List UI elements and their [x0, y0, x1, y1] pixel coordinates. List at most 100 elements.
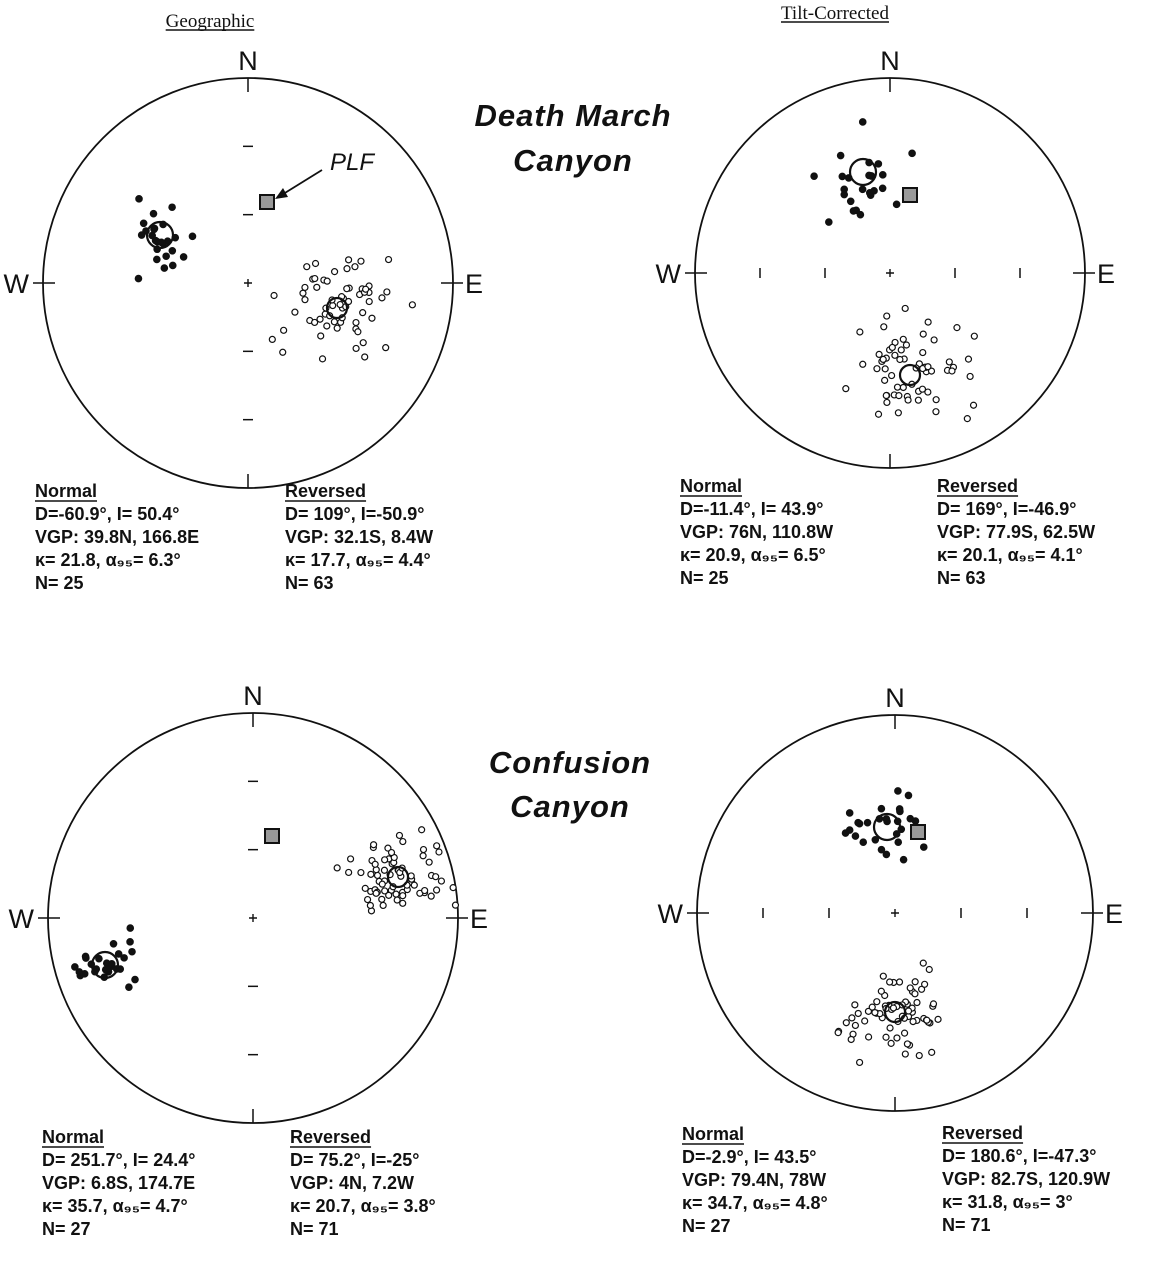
reversed-direction [399, 899, 407, 907]
stats-line: N= 71 [942, 1215, 991, 1235]
reversed-direction [378, 895, 386, 903]
stats-line: VGP: 32.1S, 8.4W [285, 527, 433, 547]
reversed-direction [864, 1033, 873, 1041]
normal-direction [148, 231, 157, 240]
reversed-direction [432, 873, 440, 881]
reversed-direction [932, 408, 940, 416]
reversed-direction [906, 984, 914, 992]
reversed-direction [373, 871, 382, 880]
reversed-direction [385, 891, 393, 899]
normal-direction [878, 171, 887, 179]
direction-label: N [880, 46, 900, 76]
reversed-direction [333, 864, 341, 872]
direction-label: E [470, 904, 488, 934]
stats-line: VGP: 39.8N, 166.8E [35, 527, 199, 547]
normal-direction [908, 149, 916, 158]
normal-direction [139, 219, 148, 228]
normal-direction [109, 939, 118, 948]
stats-heading: Reversed [942, 1123, 1023, 1143]
reversed-direction [914, 396, 922, 404]
normal-direction [851, 832, 860, 840]
reversed-direction [316, 315, 324, 323]
reversed-direction [449, 884, 457, 892]
reversed-direction [330, 318, 339, 326]
site-name: Canyon [510, 789, 630, 824]
stats-heading: Normal [680, 476, 742, 496]
column-header: Geographic [166, 11, 255, 32]
reversed-direction [378, 880, 386, 888]
direction-label: E [1105, 899, 1123, 929]
reversed-direction [904, 1007, 913, 1015]
stats-line: VGP: 76N, 110.8W [680, 522, 833, 542]
normal-direction [120, 954, 128, 962]
direction-label: E [1097, 259, 1115, 289]
reversed-direction [366, 901, 374, 910]
stats-line: N= 71 [290, 1219, 339, 1239]
reversed-direction [924, 363, 932, 371]
reversed-direction [381, 856, 389, 864]
normal-direction [870, 187, 878, 195]
normal-direction [856, 210, 865, 219]
normal-direction [134, 274, 143, 283]
reversed-direction [433, 842, 441, 850]
reversed-direction [352, 318, 360, 327]
stats-line: κ= 17.7, α₉₅= 4.4° [285, 550, 431, 570]
reversed-direction [893, 383, 902, 391]
reversed-direction [948, 367, 956, 375]
reversed-direction [894, 409, 902, 417]
reversed-direction [964, 355, 973, 363]
stats-line: κ= 20.7, α₉₅= 3.8° [290, 1196, 436, 1216]
reversed-direction [900, 1029, 909, 1037]
reversed-direction [895, 978, 904, 986]
reversed-direction [963, 415, 971, 423]
direction-label: N [885, 683, 905, 713]
stats-line: κ= 21.8, α₉₅= 6.3° [35, 550, 181, 570]
reversed-direction [887, 1039, 895, 1047]
reversed-direction [311, 274, 319, 283]
reversed-direction [270, 291, 278, 300]
reversed-direction [343, 265, 351, 273]
mean-confidence [872, 812, 902, 842]
reversed-direction [834, 1029, 842, 1037]
reversed-direction [381, 887, 389, 895]
reversed-direction [313, 283, 321, 291]
stats-line: D=-2.9°, I= 43.5° [682, 1147, 816, 1167]
stats-line: D= 169°, I=-46.9° [937, 499, 1076, 519]
normal-direction [858, 118, 867, 126]
reversed-direction [953, 324, 961, 332]
reversed-direction [918, 385, 927, 393]
annotation: PLF [330, 149, 375, 176]
reversed-direction [925, 965, 933, 974]
stats-line: κ= 34.7, α₉₅= 4.8° [682, 1193, 828, 1213]
stats-heading: Normal [682, 1124, 744, 1144]
reversed-direction [924, 318, 932, 326]
site-name: Confusion [489, 745, 651, 780]
site-name: Death March [474, 98, 671, 133]
plf-marker [910, 824, 926, 840]
reversed-direction [970, 332, 978, 340]
normal-direction [849, 207, 858, 215]
reversed-direction [380, 866, 389, 874]
reversed-direction [966, 372, 974, 381]
reversed-direction [367, 870, 375, 878]
reversed-direction [875, 350, 883, 358]
reversed-direction [359, 309, 367, 317]
reversed-direction [357, 257, 365, 265]
reversed-direction [915, 1051, 923, 1060]
reversed-direction [888, 343, 896, 352]
reversed-direction [408, 301, 416, 309]
normal-direction [150, 224, 159, 233]
reversed-direction [435, 848, 443, 856]
reversed-direction [897, 346, 905, 354]
reversed-direction [923, 1016, 931, 1024]
normal-direction [906, 814, 915, 823]
reversed-direction [969, 401, 978, 409]
reversed-direction [382, 344, 390, 352]
reversed-direction [854, 1009, 862, 1018]
reversed-direction [318, 355, 327, 363]
arrow [279, 169, 323, 197]
normal-direction [179, 253, 188, 261]
plf-marker [902, 187, 918, 203]
reversed-direction [899, 335, 907, 343]
stats-line: VGP: 82.7S, 120.9W [942, 1169, 1110, 1189]
